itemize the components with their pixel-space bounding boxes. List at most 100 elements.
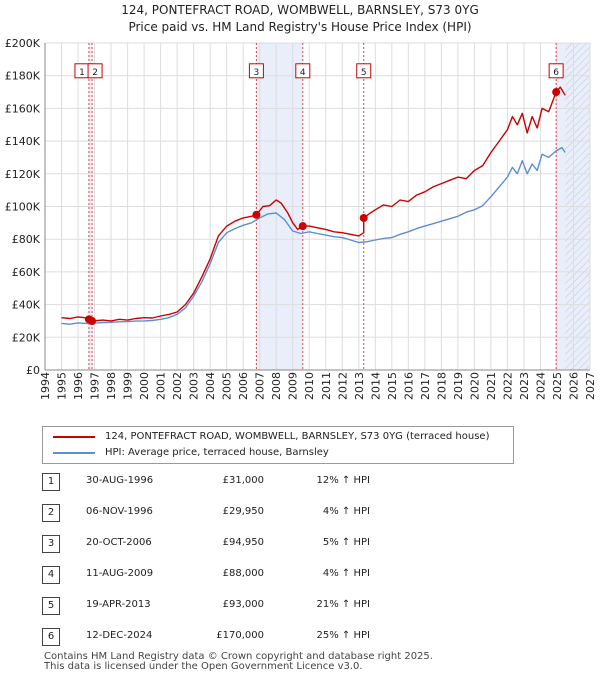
x-tick-label: 1997: [89, 372, 102, 400]
legend-label-hpi: HPI: Average price, terraced house, Barn…: [105, 447, 329, 458]
x-tick-label: 1996: [72, 372, 85, 400]
transaction-price: £170,000: [216, 630, 264, 641]
transaction-marker-box: [548, 63, 564, 79]
chart-legend: 124, PONTEFRACT ROAD, WOMBWELL, BARNSLEY…: [42, 426, 514, 464]
transaction-price: £31,000: [222, 475, 264, 486]
x-tick-label: 2008: [270, 372, 283, 400]
transaction-hpi-diff: 25% ↑ HPI: [316, 630, 370, 641]
transaction-marker-box: [87, 63, 103, 79]
transaction-marker-label: 6: [553, 68, 559, 78]
x-tick-label: 2014: [369, 372, 382, 400]
transaction-date: 20-OCT-2006: [86, 537, 152, 548]
transaction-hpi-diff: 5% ↑ HPI: [322, 537, 370, 548]
x-tick-label: 2011: [320, 372, 333, 400]
table-row: 6 12-DEC-2024 £170,000 25% ↑ HPI: [42, 625, 402, 647]
x-tick-label: 2010: [303, 372, 316, 400]
series-lines: [61, 86, 566, 325]
chart-axes: £0 £20K £40K £60K £80K £100K £120K £140K £160K £1…: [5, 37, 597, 400]
transaction-price: £94,950: [222, 537, 264, 548]
legend-swatch-hpi: [53, 452, 95, 454]
x-tick-label: 2026: [567, 372, 580, 400]
x-tick-label: 2027: [584, 372, 597, 400]
x-tick-label: 2017: [419, 372, 432, 400]
x-tick-label: 2016: [402, 372, 415, 400]
x-tick-label: 2023: [518, 372, 531, 400]
transaction-marker-label: 5: [361, 68, 367, 78]
x-tick-label: 2021: [485, 372, 498, 400]
transaction-hpi-diff: 12% ↑ HPI: [316, 475, 370, 486]
y-tick-label: £0: [26, 364, 40, 377]
y-tick-label: £20K: [12, 331, 41, 344]
y-tick-label: £100K: [5, 201, 41, 214]
x-tick-label: 1999: [122, 372, 135, 400]
license-line: This data is licensed under the Open Gov…: [44, 661, 363, 672]
x-tick-label: 2015: [386, 372, 399, 400]
x-tick-label: 1995: [56, 372, 69, 400]
series-line-property: [61, 86, 566, 322]
transaction-date: 06-NOV-1996: [86, 506, 153, 517]
chart-title: 124, PONTEFRACT ROAD, WOMBWELL, BARNSLEY…: [121, 3, 479, 17]
y-tick-label: £160K: [5, 102, 41, 115]
transaction-number: 1: [42, 473, 60, 491]
x-tick-label: 2004: [204, 372, 217, 400]
y-tick-label: £200K: [5, 37, 41, 50]
transaction-number: 4: [42, 566, 60, 584]
legend-label-property: 124, PONTEFRACT ROAD, WOMBWELL, BARNSLEY…: [105, 431, 490, 442]
transaction-date: 30-AUG-1996: [86, 475, 154, 486]
y-tick-label: £140K: [5, 135, 41, 148]
transaction-number: 5: [42, 597, 60, 615]
transaction-marker-label: 2: [92, 68, 98, 78]
transaction-point: [298, 222, 307, 231]
x-tick-label: 2006: [237, 372, 250, 400]
x-tick-label: 2007: [254, 372, 267, 400]
y-tick-label: £120K: [5, 168, 41, 181]
table-row: 1 30-AUG-1996 £31,000 12% ↑ HPI: [42, 470, 402, 492]
transaction-hpi-diff: 4% ↑ HPI: [322, 568, 370, 579]
transaction-marker-box: [248, 63, 264, 79]
table-row: 4 11-AUG-2009 £88,000 4% ↑ HPI: [42, 563, 402, 585]
y-tick-label: £60K: [12, 266, 41, 279]
transaction-point: [88, 317, 97, 326]
transaction-marker-box: [356, 63, 372, 79]
x-tick-label: 2022: [501, 372, 514, 400]
x-tick-label: 2020: [468, 372, 481, 400]
table-row: 5 19-APR-2013 £93,000 21% ↑ HPI: [42, 594, 402, 616]
transaction-number: 3: [42, 535, 60, 553]
x-tick-label: 1994: [39, 372, 52, 400]
transaction-price: £29,950: [222, 506, 264, 517]
transaction-marker-box: [295, 63, 311, 79]
x-tick-label: 2025: [551, 372, 564, 400]
series-line-hpi: [61, 146, 566, 325]
transaction-point: [359, 213, 368, 222]
chart-grid: [44, 42, 591, 371]
transaction-date: 19-APR-2013: [86, 599, 151, 610]
transaction-number: 6: [42, 628, 60, 646]
x-tick-label: 2000: [138, 372, 151, 400]
x-tick-label: 2001: [155, 372, 168, 400]
transaction-price: £88,000: [222, 568, 264, 579]
chart-subtitle: Price paid vs. HM Land Registry's House …: [128, 20, 471, 34]
x-tick-label: 2012: [336, 372, 349, 400]
x-tick-label: 2013: [353, 372, 366, 400]
y-tick-label: £40K: [12, 299, 41, 312]
transaction-marker-label: 1: [79, 68, 85, 78]
y-tick-label: £80K: [12, 233, 41, 246]
transaction-marker-label: 4: [300, 68, 306, 78]
transaction-point: [552, 88, 561, 97]
x-tick-label: 2018: [435, 372, 448, 400]
attribution-footer: Contains HM Land Registry data © Crown c…: [44, 652, 433, 672]
x-tick-label: 2005: [221, 372, 234, 400]
x-tick-label: 2024: [534, 372, 547, 400]
attribution-line: Contains HM Land Registry data © Crown c…: [44, 651, 433, 662]
table-row: 2 06-NOV-1996 £29,950 4% ↑ HPI: [42, 501, 402, 523]
x-tick-label: 2009: [287, 372, 300, 400]
x-tick-label: 1998: [105, 372, 118, 400]
transaction-hpi-diff: 21% ↑ HPI: [316, 599, 370, 610]
legend-swatch-property: [53, 436, 95, 438]
y-tick-label: £180K: [5, 70, 41, 83]
transaction-marker-label: 3: [254, 68, 260, 78]
transaction-date: 11-AUG-2009: [86, 568, 154, 579]
x-tick-label: 2002: [171, 372, 184, 400]
transaction-number: 2: [42, 504, 60, 522]
